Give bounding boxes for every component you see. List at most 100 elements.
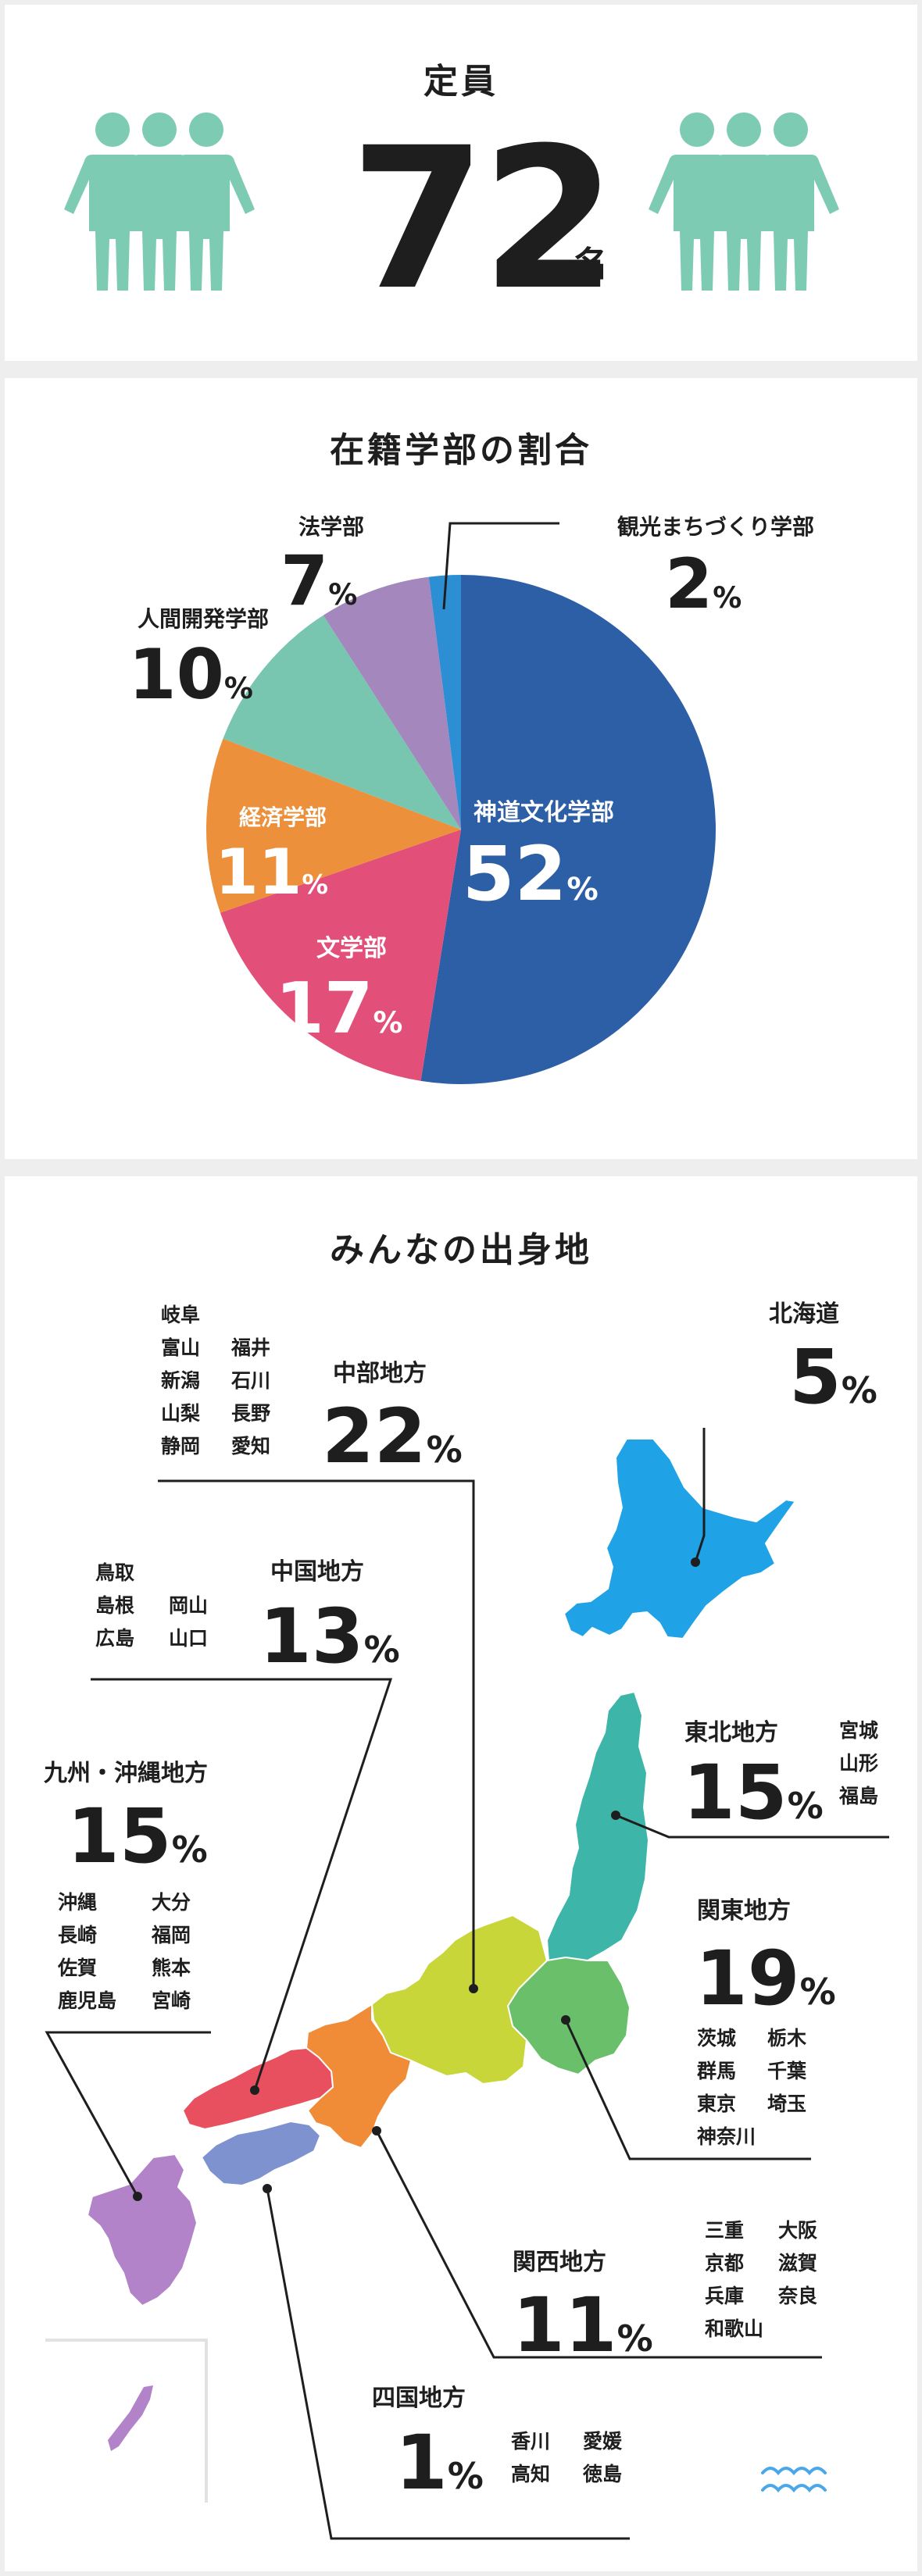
- leader-dot-7: [133, 2192, 142, 2201]
- region-value-2: 19%: [695, 1935, 836, 2022]
- region-value-7: 15%: [67, 1793, 208, 1880]
- prefecture-3-4: 石川: [230, 1369, 270, 1392]
- map-region-0: [563, 1438, 796, 1639]
- region-value-6: 1%: [395, 2419, 484, 2506]
- prefecture-4-4: 兵庫: [705, 2285, 744, 2307]
- prefecture-6-2: 高知: [511, 2463, 550, 2485]
- prefecture-4-0: 三重: [705, 2219, 744, 2242]
- leader-line-3: [158, 1479, 475, 1989]
- prefecture-7-1: 大分: [152, 1891, 191, 1914]
- prefecture-2-0: 茨城: [697, 2027, 736, 2050]
- region-name-7: 九州・沖縄地方: [44, 1760, 208, 1787]
- region-name-2: 関東地方: [697, 1897, 791, 1925]
- pie-label-value-4: 7%: [281, 541, 357, 621]
- pie-leader-line: [442, 522, 559, 610]
- leader-line-0: [694, 1428, 706, 1563]
- capacity-number: 72: [350, 105, 617, 333]
- prefecture-5-3: 広島: [95, 1627, 134, 1650]
- leader-dot-3: [469, 1984, 478, 1993]
- faculty-card: 在籍学部の割合 神道文化学部 52% 文学部 17% 経済学部 11% 人間開発学部 10% 法…: [5, 378, 917, 1159]
- prefecture-7-4: 佐賀: [57, 1957, 97, 1979]
- pie-label-name-3: 人間開発学部: [138, 606, 269, 632]
- prefecture-4-5: 奈良: [777, 2285, 817, 2307]
- leader-dot-4: [372, 2126, 381, 2135]
- pie-label-value-3: 10%: [128, 634, 253, 715]
- prefecture-6-3: 徳島: [582, 2463, 622, 2485]
- prefecture-2-5: 埼玉: [767, 2093, 806, 2115]
- pie-slice-5: [428, 575, 461, 830]
- prefecture-2-1: 栃木: [767, 2027, 806, 2050]
- leader-line-1: [615, 1814, 889, 1839]
- pie-label-name-2: 経済学部: [239, 805, 327, 830]
- leader-dot-2: [561, 2015, 570, 2025]
- prefecture-5-2: 岡山: [169, 1594, 208, 1617]
- prefecture-7-3: 福岡: [151, 1924, 191, 1946]
- region-name-3: 中部地方: [333, 1360, 427, 1387]
- prefecture-3-3: 新潟: [161, 1369, 200, 1392]
- okinawa-inset-frame: [45, 2339, 208, 2503]
- prefecture-3-7: 静岡: [161, 1435, 200, 1457]
- pie-slice-4: [323, 576, 461, 830]
- pie-label-name-0: 神道文化学部: [474, 799, 614, 826]
- prefecture-7-7: 宮崎: [152, 1989, 191, 2012]
- pie-label-name-5: 観光まちづくり学部: [617, 514, 814, 540]
- prefecture-1-0: 宮城: [839, 1719, 878, 1742]
- prefecture-7-2: 長崎: [58, 1924, 97, 1946]
- origin-card: みんなの出身地 北海道 5% 東北地方 15% 宮城 山形 福島 関東地方 19% 茨城 栃木 群馬 千…: [5, 1176, 917, 2571]
- prefecture-7-5: 熊本: [152, 1957, 191, 1979]
- map-region-7: [87, 2153, 198, 2307]
- leader-line-5: [91, 1678, 393, 2091]
- prefecture-2-4: 東京: [697, 2093, 736, 2115]
- prefecture-4-3: 滋賀: [778, 2252, 817, 2275]
- region-name-4: 関西地方: [513, 2249, 606, 2276]
- prefecture-3-5: 山梨: [161, 1402, 200, 1425]
- region-name-6: 四国地方: [372, 2385, 466, 2412]
- pie-label-name-4: 法学部: [298, 514, 364, 540]
- prefecture-1-2: 福島: [838, 1785, 878, 1807]
- okinawa-shape: [108, 2385, 153, 2451]
- leader-line-4: [375, 2130, 822, 2359]
- region-value-4: 11%: [513, 2282, 653, 2369]
- prefecture-3-0: 岐阜: [161, 1304, 200, 1326]
- origin-title: みんなの出身地: [330, 1230, 592, 1270]
- capacity-title: 定員: [423, 62, 499, 102]
- leader-line-7: [45, 2031, 211, 2197]
- pie-slice-3: [223, 615, 461, 830]
- prefecture-5-1: 島根: [95, 1594, 134, 1617]
- prefecture-5-4: 山口: [169, 1627, 208, 1650]
- map-region-6: [201, 2121, 321, 2186]
- prefecture-4-6: 和歌山: [705, 2317, 763, 2340]
- region-value-5: 13%: [259, 1593, 400, 1680]
- region-value-0: 5%: [789, 1333, 877, 1421]
- pie-label-name-1: 文学部: [316, 935, 387, 962]
- prefecture-2-6: 神奈川: [697, 2125, 756, 2148]
- prefecture-2-2: 群馬: [697, 2060, 736, 2082]
- pie-slice-0: [420, 575, 717, 1085]
- map-region-4: [306, 2003, 412, 2149]
- pie-label-value-5: 2%: [665, 544, 742, 624]
- people-icon-left: [64, 112, 255, 291]
- people-icon-right: [649, 112, 839, 291]
- sea-wave-icon: [761, 2467, 827, 2493]
- map-region-1: [546, 1691, 649, 1961]
- prefecture-7-6: 鹿児島: [58, 1989, 116, 2012]
- prefecture-6-0: 香川: [511, 2430, 550, 2453]
- prefecture-7-0: 沖縄: [58, 1891, 97, 1914]
- capacity-unit: 名: [574, 244, 608, 284]
- prefecture-1-1: 山形: [839, 1752, 878, 1775]
- region-name-5: 中国地方: [270, 1558, 364, 1586]
- faculty-pie-chart: 神道文化学部52%文学部17%経済学部11%人間開発学部10%法学部7%観光まち…: [128, 514, 814, 1085]
- leader-dot-5: [250, 2085, 259, 2095]
- prefecture-2-3: 千葉: [767, 2060, 807, 2082]
- leader-dot-6: [263, 2184, 272, 2193]
- prefecture-3-6: 長野: [231, 1402, 270, 1425]
- prefecture-3-1: 富山: [161, 1336, 200, 1359]
- region-value-3: 22%: [322, 1393, 463, 1480]
- map-region-3: [371, 1914, 548, 2085]
- prefecture-3-2: 福井: [230, 1336, 270, 1359]
- faculty-title: 在籍学部の割合: [330, 430, 592, 470]
- leader-dot-1: [611, 1811, 620, 1820]
- prefecture-3-8: 愛知: [231, 1435, 270, 1457]
- prefecture-6-1: 愛媛: [583, 2430, 623, 2453]
